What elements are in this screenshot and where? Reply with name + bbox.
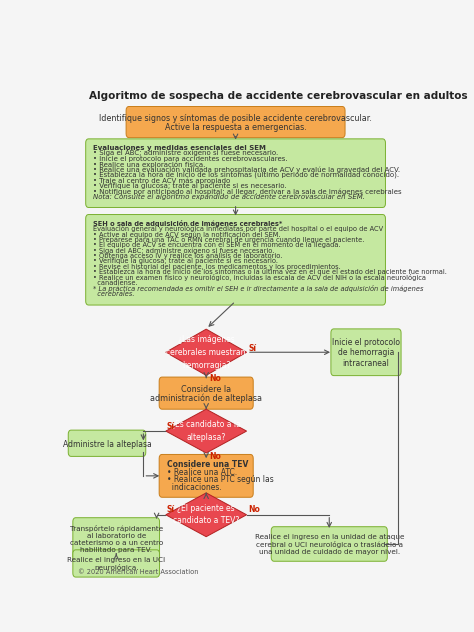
FancyBboxPatch shape bbox=[159, 454, 253, 497]
Text: neurológica.: neurológica. bbox=[94, 564, 138, 571]
Text: • Inicie el protocolo para accidentes cerebrovasculares.: • Inicie el protocolo para accidentes ce… bbox=[93, 155, 288, 162]
FancyBboxPatch shape bbox=[68, 430, 146, 456]
Polygon shape bbox=[166, 329, 246, 375]
Text: • Traje al centro de ACV más apropiado: • Traje al centro de ACV más apropiado bbox=[93, 178, 230, 184]
Text: Sí: Sí bbox=[248, 344, 256, 353]
Text: Nota: Consulte el algoritmo expandido de accidente cerebrovascular en SEM.: Nota: Consulte el algoritmo expandido de… bbox=[93, 194, 365, 200]
Text: Realice el ingreso en la UCI: Realice el ingreso en la UCI bbox=[67, 557, 165, 563]
Text: ¿Es candidato a la: ¿Es candidato a la bbox=[171, 420, 241, 430]
Text: administración de alteplasa: administración de alteplasa bbox=[150, 394, 262, 403]
Text: Administre la alteplasa: Administre la alteplasa bbox=[63, 440, 151, 449]
FancyBboxPatch shape bbox=[331, 329, 401, 375]
Text: • Siga el ABC; administre oxígeno si fuese necesario.: • Siga el ABC; administre oxígeno si fue… bbox=[93, 150, 278, 157]
Text: Active la respuesta a emergencias.: Active la respuesta a emergencias. bbox=[164, 123, 307, 131]
Text: Considere la: Considere la bbox=[181, 385, 231, 394]
Text: • Establezca la hora de inicio de los síntomas o la última vez en el que el esta: • Establezca la hora de inicio de los sí… bbox=[93, 269, 447, 276]
Text: indicaciones.: indicaciones. bbox=[166, 483, 221, 492]
Text: • Realice una exploración física.: • Realice una exploración física. bbox=[93, 161, 205, 167]
Text: Sí: Sí bbox=[167, 506, 175, 514]
Text: • Prepárese para una TAC o RMN cerebral de urgencia cuando llegue el paciente.: • Prepárese para una TAC o RMN cerebral … bbox=[93, 236, 365, 243]
Text: cerebrales muestran: cerebrales muestran bbox=[166, 348, 246, 356]
Text: Evaluación general y neurológica inmediatas por parte del hospital o el equipo d: Evaluación general y neurológica inmedia… bbox=[93, 225, 383, 232]
Text: • Realice un examen físico y neurológico, incluidas la escala de ACV del NIH o l: • Realice un examen físico y neurológico… bbox=[93, 274, 426, 281]
Text: • Siga del ABC; administre oxígeno si fuese necesario.: • Siga del ABC; administre oxígeno si fu… bbox=[93, 247, 274, 253]
Text: • Notifique por anticipado al hospital; al llegar, derivar a la sala de imágenes: • Notifique por anticipado al hospital; … bbox=[93, 188, 401, 195]
Text: Transpórtelo rápidamente: Transpórtelo rápidamente bbox=[70, 525, 163, 532]
Text: alteplasa?: alteplasa? bbox=[186, 433, 226, 442]
Text: • Realice una ATC.: • Realice una ATC. bbox=[166, 468, 237, 477]
Text: ¿El paciente es: ¿El paciente es bbox=[177, 504, 235, 513]
Polygon shape bbox=[166, 409, 246, 453]
Text: • El equipo de ACV se encuentra con el SEM en el momento de la llegada.: • El equipo de ACV se encuentra con el S… bbox=[93, 242, 341, 248]
Text: Sí: Sí bbox=[167, 422, 175, 431]
FancyBboxPatch shape bbox=[86, 214, 385, 305]
Text: Considere una TEV: Considere una TEV bbox=[166, 461, 248, 470]
Text: • Realice una PTC según las: • Realice una PTC según las bbox=[166, 475, 273, 484]
Text: • Active al equipo de ACV según la notificación del SEM.: • Active al equipo de ACV según la notif… bbox=[93, 231, 281, 238]
Text: una unidad de cuidado de mayor nivel.: una unidad de cuidado de mayor nivel. bbox=[259, 549, 400, 555]
Text: * La práctica recomendada es omitir el SEH e ir directamente a la sala de adquis: * La práctica recomendada es omitir el S… bbox=[93, 285, 424, 292]
Text: • Realice una evaluación validada prehospitalaria de ACV y evalúe la gravedad de: • Realice una evaluación validada prehos… bbox=[93, 166, 400, 173]
Text: ¿Las imágenes: ¿Las imágenes bbox=[178, 335, 235, 344]
FancyBboxPatch shape bbox=[126, 107, 345, 138]
Text: al laboratorio de: al laboratorio de bbox=[86, 533, 146, 538]
Text: intracraneal: intracraneal bbox=[343, 359, 390, 368]
Text: habilitado para TEV.: habilitado para TEV. bbox=[80, 547, 152, 554]
FancyBboxPatch shape bbox=[73, 518, 160, 561]
Text: • Verifique la glucosa; trate al paciente si es necesario.: • Verifique la glucosa; trate al pacient… bbox=[93, 258, 278, 264]
Text: SEH o sala de adquisición de imágenes cerebrales*: SEH o sala de adquisición de imágenes ce… bbox=[93, 220, 283, 227]
FancyBboxPatch shape bbox=[86, 139, 385, 207]
Text: hemorragia?: hemorragia? bbox=[182, 361, 230, 370]
Text: • Establezca la hora de inicio de los síntomas (último periodo de normalidad con: • Establezca la hora de inicio de los sí… bbox=[93, 172, 399, 179]
FancyBboxPatch shape bbox=[73, 550, 160, 577]
FancyBboxPatch shape bbox=[271, 526, 387, 561]
Text: cateterismo o a un centro: cateterismo o a un centro bbox=[70, 540, 163, 546]
Polygon shape bbox=[166, 493, 246, 537]
Text: Evaluaciones y medidas esenciales del SEM: Evaluaciones y medidas esenciales del SE… bbox=[93, 145, 266, 150]
Text: No: No bbox=[209, 374, 221, 383]
Text: cerebrales.: cerebrales. bbox=[93, 291, 135, 297]
Text: No: No bbox=[248, 506, 260, 514]
Text: No: No bbox=[209, 452, 221, 461]
Text: Identifique signos y síntomas de posible accidente cerebrovascular.: Identifique signos y síntomas de posible… bbox=[99, 114, 372, 123]
Text: • Obtenga acceso IV y realice los análisis de laboratorio.: • Obtenga acceso IV y realice los anális… bbox=[93, 253, 283, 259]
Text: © 2020 American Heart Association: © 2020 American Heart Association bbox=[78, 569, 198, 574]
Text: de hemorragia: de hemorragia bbox=[338, 348, 394, 357]
Text: cerebral o UCI neurológica o trasládelo a: cerebral o UCI neurológica o trasládelo … bbox=[256, 541, 403, 548]
Text: Algoritmo de sospecha de accidente cerebrovascular en adultos: Algoritmo de sospecha de accidente cereb… bbox=[89, 92, 467, 101]
FancyBboxPatch shape bbox=[159, 377, 253, 409]
Text: candidato a TEV?: candidato a TEV? bbox=[173, 516, 239, 525]
Text: Inicie el protocolo: Inicie el protocolo bbox=[332, 337, 400, 347]
Text: Realice el ingreso en la unidad de ataque: Realice el ingreso en la unidad de ataqu… bbox=[255, 534, 404, 540]
Text: canadiense.: canadiense. bbox=[93, 280, 137, 286]
Text: • Verifique la glucosa; trate al paciente si es necesario.: • Verifique la glucosa; trate al pacient… bbox=[93, 183, 287, 189]
Text: • Revise el historial del paciente, los medicamentos y los procedimientos.: • Revise el historial del paciente, los … bbox=[93, 264, 341, 270]
